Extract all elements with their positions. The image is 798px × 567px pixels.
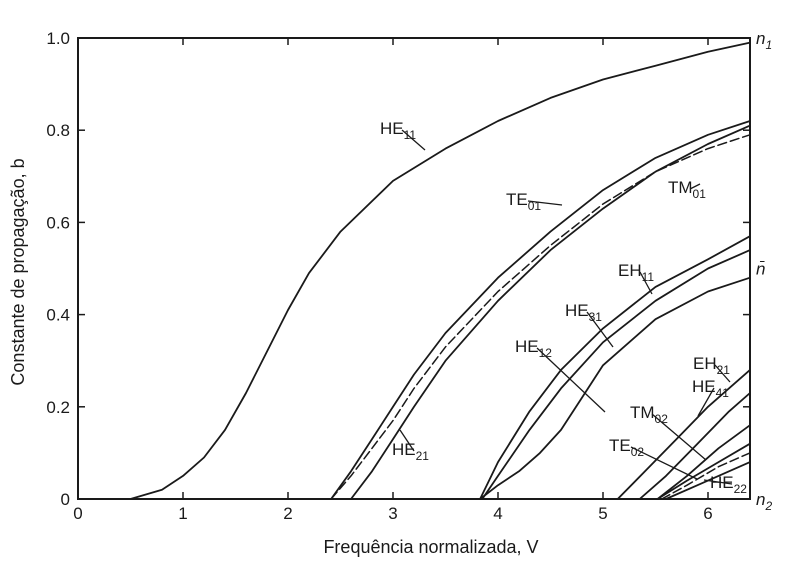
axis-ticks-group: 0 1 2 3 4 5 6 0 0.2 0.4 0.6 0.8 1.0 xyxy=(46,29,750,523)
leader-te02 xyxy=(630,446,698,480)
x-tick-label: 6 xyxy=(703,504,712,523)
x-tick-label: 3 xyxy=(388,504,397,523)
mode-label-he41: HE41 xyxy=(692,377,729,400)
leader-tm01 xyxy=(689,183,701,190)
curve-eh11 xyxy=(479,235,751,500)
plot-frame-group xyxy=(77,37,751,500)
curve-te01 xyxy=(330,120,751,500)
curve-tm01 xyxy=(330,134,751,500)
curve-he21 xyxy=(350,124,751,500)
curve-he31 xyxy=(481,249,751,500)
x-tick-label: 5 xyxy=(598,504,607,523)
leader-he21 xyxy=(399,429,415,452)
y-tick-label: 0.6 xyxy=(46,213,70,232)
curve-he41 xyxy=(638,392,751,500)
curve-eh21 xyxy=(616,369,751,500)
leader-tm02 xyxy=(651,413,707,461)
y-tick-label: 1.0 xyxy=(46,29,70,48)
edge-label-0: n1 xyxy=(756,29,772,52)
mode-label-he22: HE22 xyxy=(710,473,747,496)
mode-label-eh11: EH11 xyxy=(618,261,654,284)
leader-he12 xyxy=(536,347,606,413)
curves-group xyxy=(129,41,751,500)
y-tick-label: 0.2 xyxy=(46,398,70,417)
leader-eh11 xyxy=(639,271,653,295)
mode-label-tm01: TM01 xyxy=(668,178,706,201)
plot-frame xyxy=(77,37,751,500)
leader-he22 xyxy=(703,479,733,485)
y-tick-label: 0.4 xyxy=(46,306,70,325)
x-tick-label: 4 xyxy=(493,504,502,523)
edge-label-2: n2 xyxy=(756,490,772,513)
mode-label-eh21: EH21 xyxy=(693,354,730,377)
x-tick-label: 1 xyxy=(178,504,187,523)
mode-label-he21: HE21 xyxy=(392,440,429,463)
y-tick-label: 0 xyxy=(61,490,70,509)
mode-label-he31: HE31 xyxy=(565,301,602,324)
mode-label-he11: HE11 xyxy=(380,119,416,142)
curve-he22b xyxy=(665,461,751,500)
curve-he22 xyxy=(661,452,751,500)
x-axis-title: Frequência normalizada, V xyxy=(323,537,538,557)
x-tick-label: 0 xyxy=(73,504,82,523)
curve-he12 xyxy=(479,276,751,500)
leader-he11 xyxy=(401,129,426,151)
x-tick-label: 2 xyxy=(283,504,292,523)
curve-tm02 xyxy=(656,424,751,500)
edge-label-1: n̄ xyxy=(756,260,765,279)
curve-he11 xyxy=(129,41,751,500)
curve-te02 xyxy=(656,442,751,500)
mode-label-te01: TE01 xyxy=(506,190,541,213)
leader-he31 xyxy=(586,311,614,348)
mode-label-he12: HE12 xyxy=(515,337,552,360)
leader-he41 xyxy=(697,387,715,417)
leader-te01 xyxy=(527,200,563,206)
y-tick-label: 0.8 xyxy=(46,121,70,140)
leader-eh21 xyxy=(714,364,731,383)
leaders-group xyxy=(399,129,733,485)
mode-label-tm02: TM02 xyxy=(630,403,668,426)
mode-label-te02: TE02 xyxy=(609,436,644,459)
y-axis-title: Constante de propagação, b xyxy=(8,158,28,385)
